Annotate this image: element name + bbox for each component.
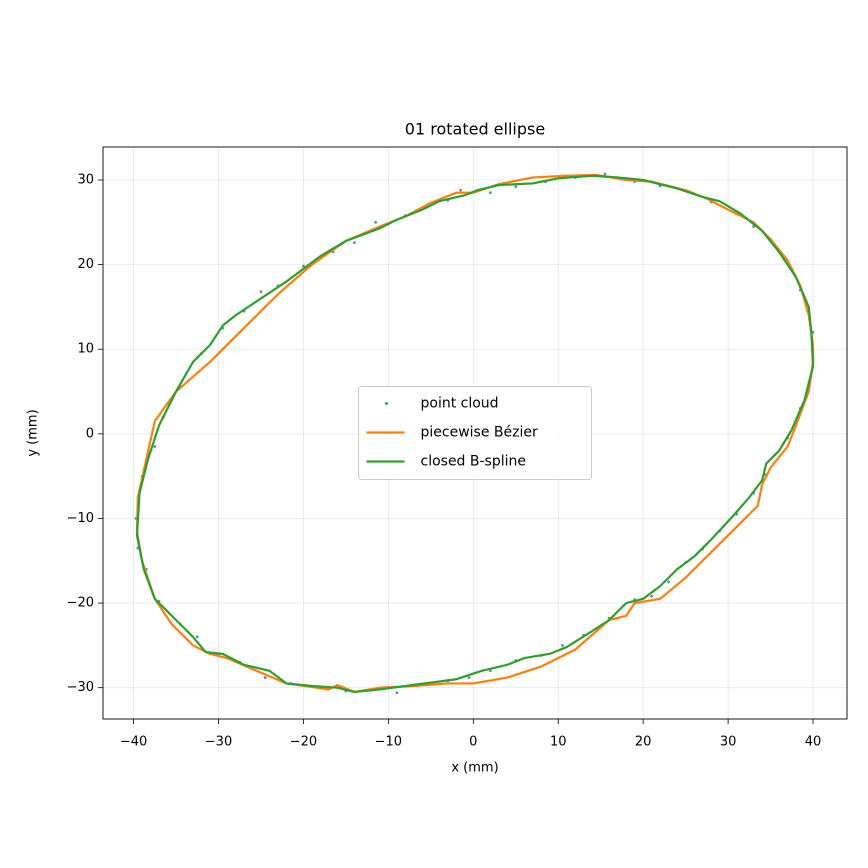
line xyxy=(135,174,815,694)
x-tick-label: 30 xyxy=(720,735,737,750)
x-tick-label: 20 xyxy=(635,735,652,750)
y-tick-label: 20 xyxy=(77,257,94,272)
point xyxy=(459,188,462,192)
plot-frame xyxy=(102,146,848,720)
chart-title: 01 rotated ellipse xyxy=(405,120,545,139)
point xyxy=(667,580,671,584)
x-tick-label: −30 xyxy=(205,735,232,750)
point xyxy=(603,172,607,176)
legend-label: point cloud xyxy=(421,396,499,412)
y-tick-label: 0 xyxy=(86,426,94,441)
point xyxy=(195,635,199,639)
legend: point cloud piecewise Bézier closed B-spli… xyxy=(358,386,592,480)
legend-label: piecewise Bézier xyxy=(421,425,538,441)
point xyxy=(467,676,471,679)
x-tick-label: 40 xyxy=(805,735,822,750)
point xyxy=(259,290,263,294)
y-tick-label: 30 xyxy=(77,173,94,188)
legend-box xyxy=(358,386,592,480)
legend-swatch xyxy=(385,402,388,405)
x-axis-label: x (mm) xyxy=(451,761,498,776)
x-tick-label: 10 xyxy=(550,735,567,750)
point xyxy=(488,191,492,195)
point xyxy=(263,676,267,679)
point xyxy=(395,691,399,695)
y-axis-label: y (mm) xyxy=(26,409,41,456)
y-tick-label: −30 xyxy=(67,680,94,695)
point xyxy=(374,220,378,224)
y-tick-label: −10 xyxy=(67,511,94,526)
y-tick-label: 10 xyxy=(77,342,94,357)
point xyxy=(514,185,518,189)
x-tick-label: 0 xyxy=(469,735,477,750)
y-tick-label: −20 xyxy=(67,596,94,611)
x-tick-label: −20 xyxy=(290,735,317,750)
point xyxy=(561,643,564,647)
x-tick-label: −10 xyxy=(375,735,402,750)
point xyxy=(650,594,654,598)
point xyxy=(352,241,356,245)
legend-label: closed B-spline xyxy=(421,454,527,470)
point xyxy=(153,445,157,448)
x-tick-label: −40 xyxy=(120,735,147,750)
